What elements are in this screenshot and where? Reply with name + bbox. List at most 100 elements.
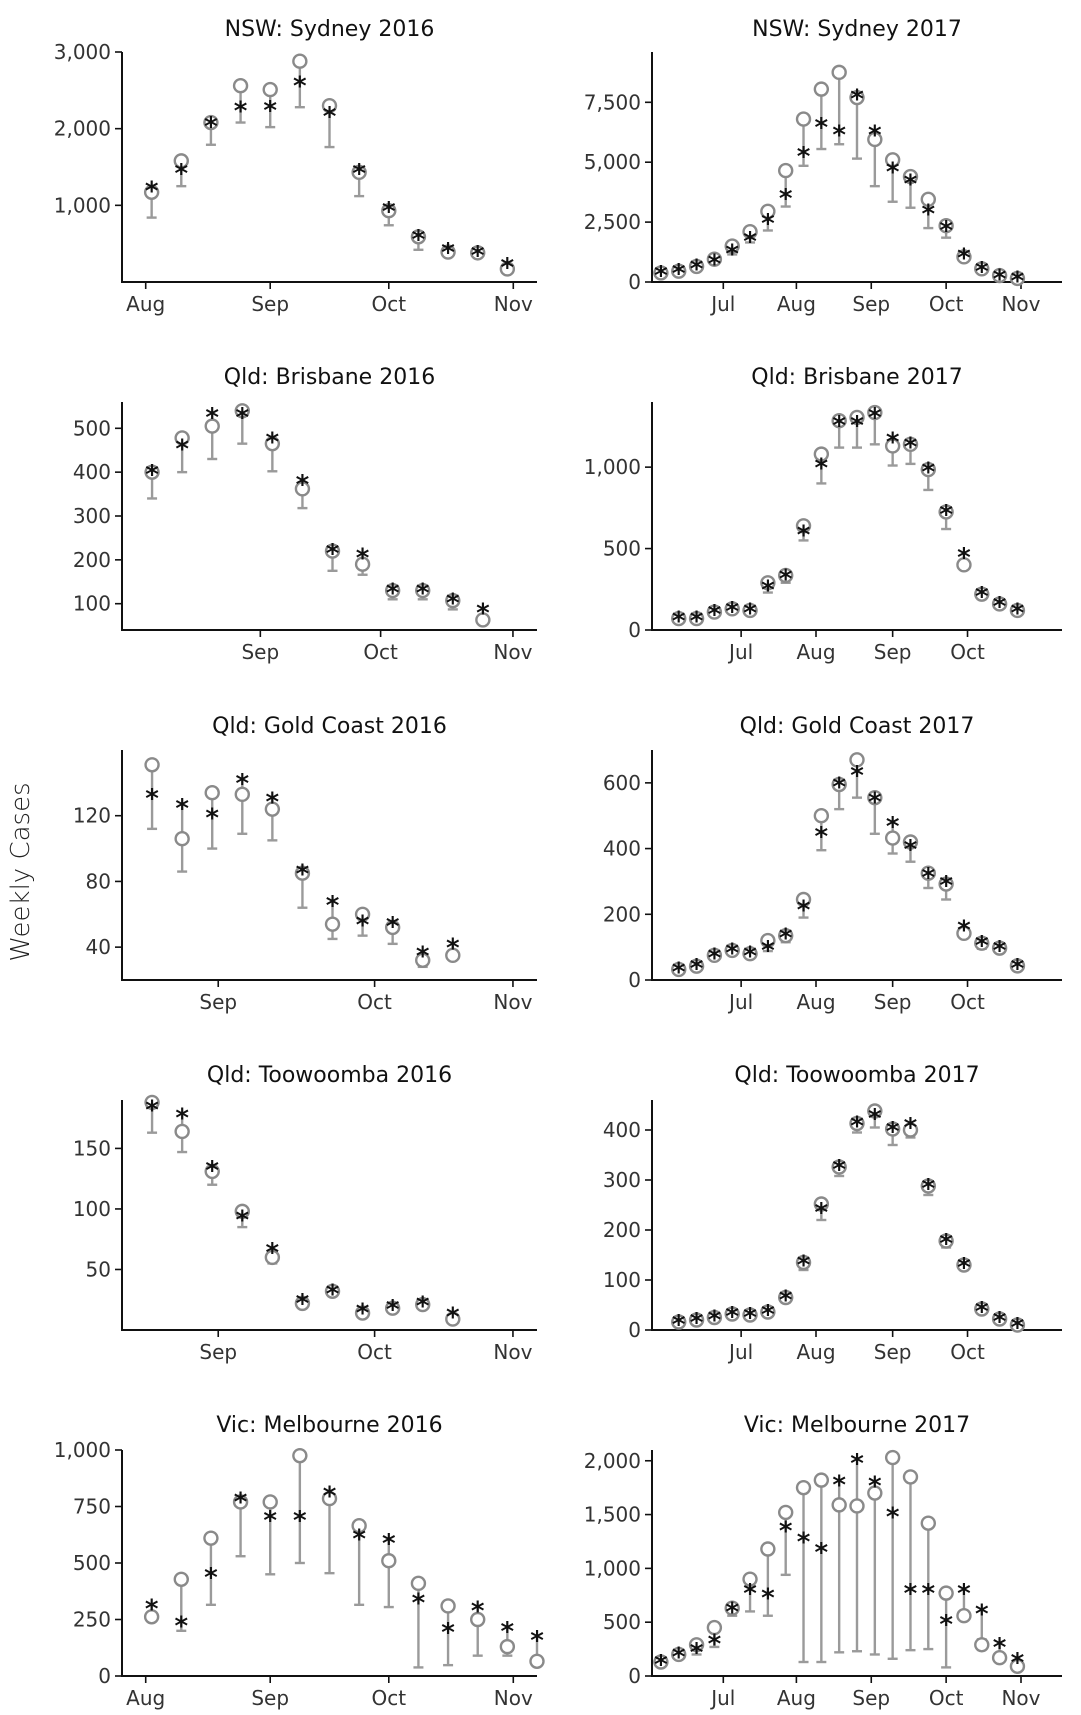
- panel-8-y-tick-label: 300: [603, 1168, 641, 1192]
- panel-5-observed-point: [144, 757, 160, 773]
- panel-3-observed-point: [384, 582, 401, 599]
- panel-10-predicted-point: *: [975, 1599, 989, 1629]
- panel-4-predicted-point: *: [743, 598, 757, 628]
- panel-4-observed-point: [974, 586, 990, 602]
- panel-3-predicted-point: *: [205, 403, 219, 433]
- panel-7-predicted-point: *: [205, 1156, 219, 1186]
- panel-2-observed-point: [974, 261, 990, 277]
- panel-8-x-tick-label: Sep: [874, 1340, 912, 1364]
- panel-2-y-tick-label: 2,500: [584, 210, 641, 234]
- panel-8-x-tick-label: Oct: [950, 1340, 985, 1364]
- panel-3-observed-point: [294, 481, 311, 497]
- panel-6-predicted-point: *: [939, 871, 953, 901]
- panel-1-predicted-point: *: [204, 112, 218, 142]
- panel-10-x-tick-label: Oct: [929, 1686, 964, 1710]
- panel-3-y-tick-label: 200: [73, 548, 111, 572]
- panel-10-predicted-point: *: [708, 1630, 722, 1660]
- panel-1-x-tick-label: Sep: [251, 292, 289, 316]
- panel-10-observed-point: [742, 1571, 758, 1587]
- panel-1-observed-point: [173, 153, 189, 169]
- panel-6-observed-point: [760, 932, 776, 949]
- panel-10-title: Vic: Melbourne 2017: [744, 1413, 970, 1438]
- panel-4-observed-point: [688, 610, 705, 627]
- panel-6-predicted-point: *: [815, 822, 829, 852]
- panel-6-observed-point: [688, 958, 705, 974]
- panel-2-predicted-point: *: [761, 209, 775, 239]
- panel-8-predicted-point: *: [797, 1251, 811, 1281]
- panel-8-y-tick-label: 0: [628, 1318, 641, 1342]
- panel-3-observed-point: [354, 556, 371, 572]
- panel-5-predicted-point: *: [446, 934, 460, 964]
- panel-10-observed-point: [831, 1497, 847, 1513]
- panel-4-y-tick-label: 0: [628, 618, 641, 642]
- panel-10-x-tick-label: Jul: [709, 1686, 735, 1710]
- panel-9-observed-point: [292, 1447, 308, 1464]
- panel-10-y-tick-label: 1,500: [584, 1503, 641, 1527]
- panel-8-predicted-point: *: [815, 1198, 829, 1228]
- panel-7-y-tick-label: 100: [73, 1197, 111, 1221]
- panel-5-predicted-point: *: [266, 787, 280, 817]
- panel-8-observed-point: [742, 1307, 758, 1323]
- panel-2-predicted-point: *: [1011, 266, 1025, 296]
- panel-2-predicted-point: *: [939, 216, 953, 246]
- panel-2-observed-point: [795, 111, 812, 127]
- panel-7-observed-point: [144, 1094, 160, 1111]
- panel-9-predicted-point: *: [293, 1506, 307, 1536]
- panel-8-observed-point: [813, 1196, 830, 1212]
- panel-5-predicted-point: *: [145, 784, 159, 814]
- panel-7-x-tick-label: Oct: [357, 1340, 392, 1364]
- panel-5-predicted-point: *: [386, 912, 400, 942]
- panel-6-observed-point: [991, 940, 1008, 956]
- panel-8-y-tick-label: 200: [603, 1218, 641, 1242]
- panel-3-predicted-point: *: [446, 589, 460, 619]
- panel-5-y-tick-label: 120: [73, 804, 111, 828]
- panel-10-predicted-point: *: [743, 1579, 757, 1609]
- panel-5-observed-point: [384, 919, 401, 936]
- panel-1-predicted-point: *: [382, 197, 396, 227]
- panel-9-y-tick-label: 1,000: [54, 1438, 111, 1462]
- panel-6-predicted-point: *: [904, 835, 918, 865]
- panel-9-observed-point: [381, 1553, 397, 1569]
- panel-4-predicted-point: *: [779, 564, 793, 594]
- panel-10-observed-point: [849, 1498, 865, 1514]
- panel-6-observed-point: [849, 752, 865, 768]
- panel-9-observed-point: [410, 1575, 427, 1592]
- panel-2-observed-point: [920, 191, 937, 208]
- panel-1-observed-point: [203, 114, 219, 131]
- panel-9-predicted-point: *: [323, 1481, 337, 1511]
- panel-2-observed-point: [671, 263, 687, 279]
- panel-6-observed-point: [671, 961, 687, 978]
- panel-4-x-tick-label: Sep: [874, 640, 912, 664]
- panel-2-observed-point: [653, 265, 669, 281]
- panel-3-observed-point: [234, 403, 250, 419]
- panel-8-predicted-point: *: [779, 1286, 793, 1316]
- panel-4-x-tick-label: Oct: [950, 640, 985, 664]
- panel-2-observed-point: [724, 238, 740, 254]
- panel-9-observed-point: [262, 1494, 278, 1510]
- panel-4-observed-point: [902, 436, 919, 453]
- panel-8-predicted-point: *: [957, 1253, 971, 1283]
- panel-9-observed-point: [232, 1494, 249, 1510]
- panel-7-observed-point: [264, 1249, 281, 1266]
- panel-8-observed-point: [938, 1233, 954, 1249]
- panel-4-predicted-point: *: [904, 432, 918, 462]
- panel-2-y-tick-label: 0: [628, 270, 641, 294]
- panel-10-predicted-point: *: [939, 1610, 953, 1640]
- panel-2-observed-point: [956, 249, 972, 265]
- panel-6-predicted-point: *: [1011, 954, 1025, 984]
- panel-10-observed-point: [777, 1504, 794, 1521]
- panel-6-predicted-point: *: [708, 943, 722, 973]
- panel-6-predicted-point: *: [797, 896, 811, 926]
- panel-6-predicted-point: *: [957, 915, 971, 945]
- panel-1-observed-point: [321, 97, 338, 114]
- panel-6-observed-point: [938, 876, 954, 892]
- panel-6-predicted-point: *: [921, 863, 935, 893]
- panel-10-predicted-point: *: [815, 1538, 829, 1568]
- panel-8-predicted-point: *: [868, 1104, 882, 1134]
- panel-8-predicted-point: *: [725, 1302, 739, 1332]
- panel-4-x-tick-label: Jul: [727, 640, 753, 664]
- panel-5-x-tick-label: Nov: [493, 990, 532, 1014]
- panel-9-y-tick-label: 500: [73, 1551, 111, 1575]
- panel-9-observed-point: [499, 1638, 516, 1655]
- panel-6-predicted-point: *: [743, 942, 757, 972]
